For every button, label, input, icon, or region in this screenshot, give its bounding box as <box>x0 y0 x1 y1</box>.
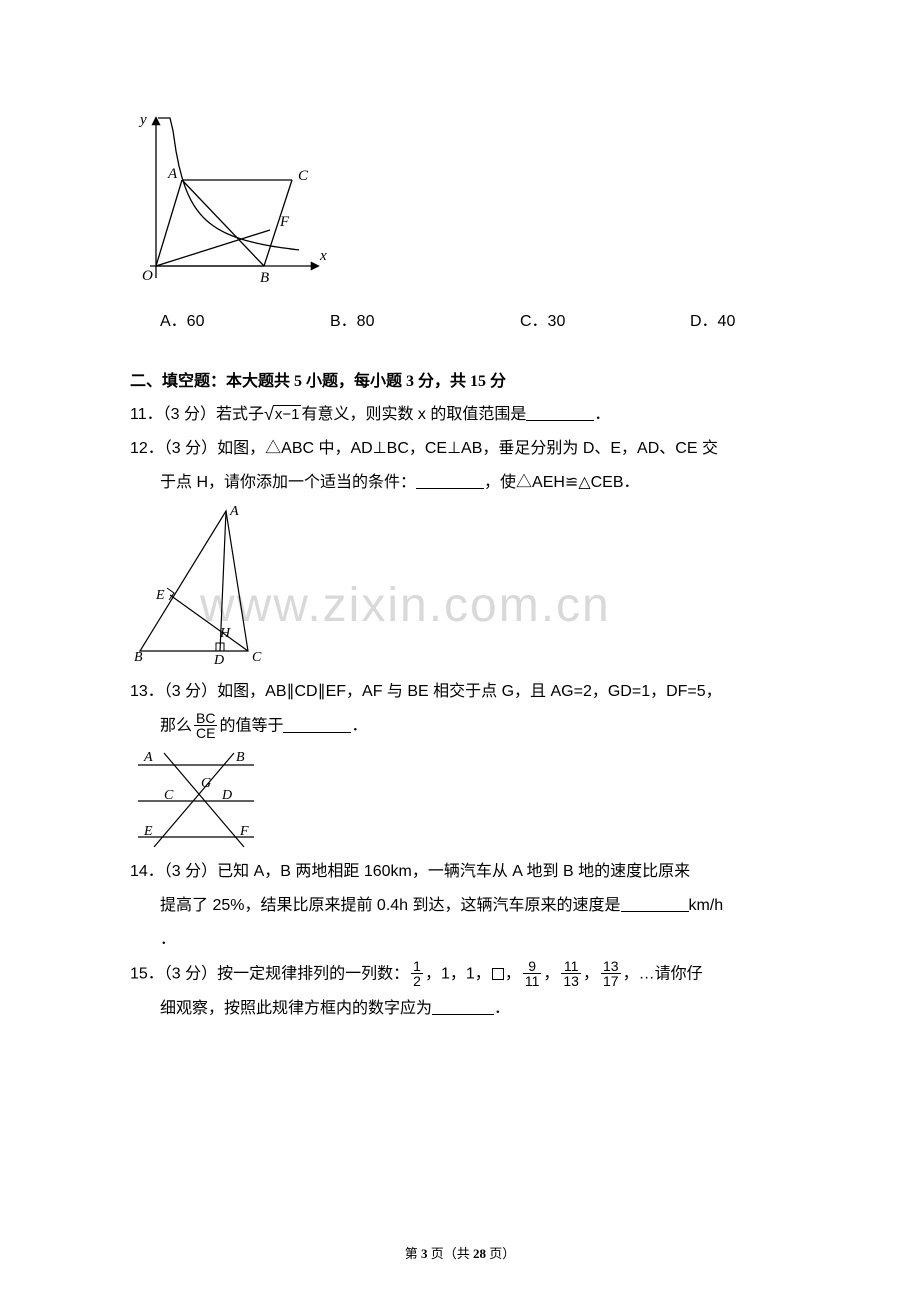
box-icon <box>492 968 504 980</box>
svg-text:D: D <box>221 788 232 803</box>
q15-line1b: ，…请你仔 <box>623 966 703 983</box>
section-2-title: 二、填空题：本大题共 5 小题，每小题 3 分，共 15 分 <box>130 367 790 391</box>
page-content: O A B C F x y A．60 B．80 C．30 D．40 二、填空题：… <box>130 110 790 1023</box>
footer-c: 页） <box>486 1246 515 1261</box>
q13-frac-den: CE <box>194 725 217 740</box>
figure-q12: A B C D E H <box>134 503 790 670</box>
q15-f0d: 2 <box>411 973 423 988</box>
q14-line2a: 提高了 25%，结果比原来提前 0.4h 到达，这辆汽车原来的速度是 <box>160 897 621 914</box>
option-a: A．60 <box>160 307 330 331</box>
svg-text:F: F <box>279 214 290 230</box>
q15-line1a: 15．（3 分）按一定规律排列的一列数： <box>130 966 409 983</box>
q14-line3: ． <box>130 926 790 954</box>
q15-f5n: 11 <box>561 959 581 973</box>
q15-s2: 1 <box>466 966 475 983</box>
q11: 11．（3 分）若式子√x−1有意义，则实数 x 的取值范围是 ． <box>130 401 790 429</box>
q15-line2a: 细观察，按照此规律方框内的数字应为 <box>160 1000 432 1017</box>
q13-frac: BCCE <box>194 711 217 740</box>
footer-total: 28 <box>473 1246 486 1261</box>
svg-text:B: B <box>134 650 143 665</box>
q10-options: A．60 B．80 C．30 D．40 <box>160 307 790 331</box>
svg-text:B: B <box>236 750 245 765</box>
q15-f6n: 13 <box>601 959 621 973</box>
option-b: B．80 <box>330 307 520 331</box>
q14-line2: 提高了 25%，结果比原来提前 0.4h 到达，这辆汽车原来的速度是 km/h <box>130 892 790 920</box>
q15-frac-6: 1317 <box>601 959 621 988</box>
svg-text:C: C <box>164 788 174 803</box>
q15-f5d: 13 <box>561 973 581 988</box>
q13-line2: 那么BCCE的值等于 ． <box>130 712 790 741</box>
option-d: D．40 <box>690 307 735 331</box>
svg-text:A: A <box>167 166 178 182</box>
svg-text:E: E <box>143 824 153 839</box>
footer-a: 第 <box>405 1246 421 1261</box>
figure-q10: O A B C F x y <box>130 110 790 295</box>
svg-text:B: B <box>260 270 269 286</box>
q15-f4d: 11 <box>523 973 542 988</box>
svg-text:C: C <box>298 168 309 184</box>
q14-line1: 14．（3 分）已知 A，B 两地相距 160km，一辆汽车从 A 地到 B 地… <box>130 858 790 886</box>
q12-line2: 于点 H，请你添加一个适当的条件： ，使△AEH≌△CEB． <box>130 469 790 497</box>
q15-line2: 细观察，按照此规律方框内的数字应为 ． <box>130 995 790 1023</box>
q11-prefix: 11．（3 分）若式子 <box>130 406 264 423</box>
q13-line2b: 的值等于 <box>219 718 283 735</box>
q15-f0n: 1 <box>411 959 423 973</box>
q11-suffix: 有意义，则实数 x 的取值范围是 <box>301 406 526 423</box>
q15-tail: ． <box>494 1000 510 1017</box>
q12-line2a: 于点 H，请你添加一个适当的条件： <box>160 474 416 491</box>
q15-f6d: 17 <box>601 973 621 988</box>
q11-blank <box>526 405 594 421</box>
svg-text:G: G <box>201 776 211 791</box>
sqrt-icon: √x−1 <box>264 405 302 423</box>
q11-tail: ． <box>594 406 610 423</box>
q15-s1: 1 <box>441 966 450 983</box>
svg-text:O: O <box>142 268 153 284</box>
q12-blank <box>416 473 484 489</box>
svg-text:y: y <box>138 112 147 128</box>
svg-text:A: A <box>143 750 153 765</box>
q11-sqrt-arg: x−1 <box>273 405 302 423</box>
q13-line2a: 那么 <box>160 718 192 735</box>
svg-text:E: E <box>155 588 165 603</box>
q15-blank <box>432 999 494 1015</box>
q15-line1: 15．（3 分）按一定规律排列的一列数：12，1，1，，911，1113，131… <box>130 960 790 989</box>
q13-frac-num: BC <box>194 711 217 725</box>
svg-text:C: C <box>252 650 262 665</box>
q14-line2b: km/h <box>689 897 724 914</box>
q12-line1: 12．（3 分）如图，△ABC 中，AD⊥BC，CE⊥AB，垂足分别为 D、E，… <box>130 435 790 463</box>
q12-line2b: ，使△AEH≌△CEB． <box>484 474 640 491</box>
q13-line1: 13．（3 分）如图，AB∥CD∥EF，AF 与 BE 相交于点 G，且 AG=… <box>130 678 790 706</box>
q15-frac-5: 1113 <box>561 959 581 988</box>
q15-frac-4: 911 <box>523 959 542 988</box>
footer-b: 页（共 <box>427 1246 473 1261</box>
page-footer: 第 3 页（共 28 页） <box>0 1243 920 1262</box>
q15-f4n: 9 <box>523 959 542 973</box>
svg-text:x: x <box>319 248 327 264</box>
q13-tail: ． <box>351 718 367 735</box>
svg-text:A: A <box>229 504 239 519</box>
svg-text:H: H <box>219 626 231 641</box>
svg-text:F: F <box>239 824 249 839</box>
q14-blank <box>621 896 689 912</box>
svg-text:D: D <box>213 653 224 665</box>
option-c: C．30 <box>520 307 690 331</box>
q15-frac-0: 12 <box>411 959 423 988</box>
q13-blank <box>283 717 351 733</box>
figure-q13: A B C D E F G <box>134 747 790 852</box>
